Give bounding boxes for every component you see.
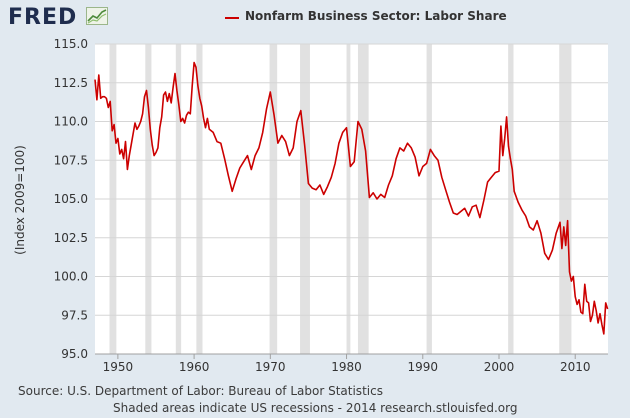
x-tick-label: 1960 — [179, 360, 210, 374]
x-tick-label: 1950 — [103, 360, 134, 374]
y-tick-label: 105.0 — [54, 192, 88, 206]
chart-line-icon — [86, 7, 108, 25]
recession-note: Shaded areas indicate US recessions - 20… — [113, 401, 518, 415]
y-tick-label: 97.5 — [61, 308, 88, 322]
source-note: Source: U.S. Department of Labor: Bureau… — [18, 384, 383, 398]
y-tick-label: 102.5 — [54, 231, 88, 245]
legend-series-label: Nonfarm Business Sector: Labor Share — [245, 9, 507, 23]
y-tick-label: 115.0 — [54, 37, 88, 51]
y-tick-label: 95.0 — [61, 347, 88, 361]
y-tick-label: 107.5 — [54, 153, 88, 167]
x-tick-label: 2000 — [484, 360, 515, 374]
x-tick-label: 1970 — [255, 360, 286, 374]
x-tick-label: 1980 — [331, 360, 362, 374]
fred-logo[interactable]: FRED — [8, 5, 78, 30]
y-tick-label: 112.5 — [54, 76, 88, 90]
y-tick-label: 100.0 — [54, 270, 88, 284]
y-axis-label: (Index 2009=100) — [13, 145, 27, 255]
x-tick-label: 2010 — [560, 360, 591, 374]
x-tick-labels: 1950 1960 1970 1980 1990 2000 2010 — [103, 360, 591, 374]
series-line-labor-share — [94, 61, 609, 335]
y-tick-labels: 95.0 97.5 100.0 102.5 105.0 107.5 110.0 112.5 11… — [54, 37, 88, 361]
legend-swatch — [225, 17, 239, 19]
y-tick-label: 110.0 — [54, 115, 88, 129]
x-tick-label: 1990 — [407, 360, 438, 374]
